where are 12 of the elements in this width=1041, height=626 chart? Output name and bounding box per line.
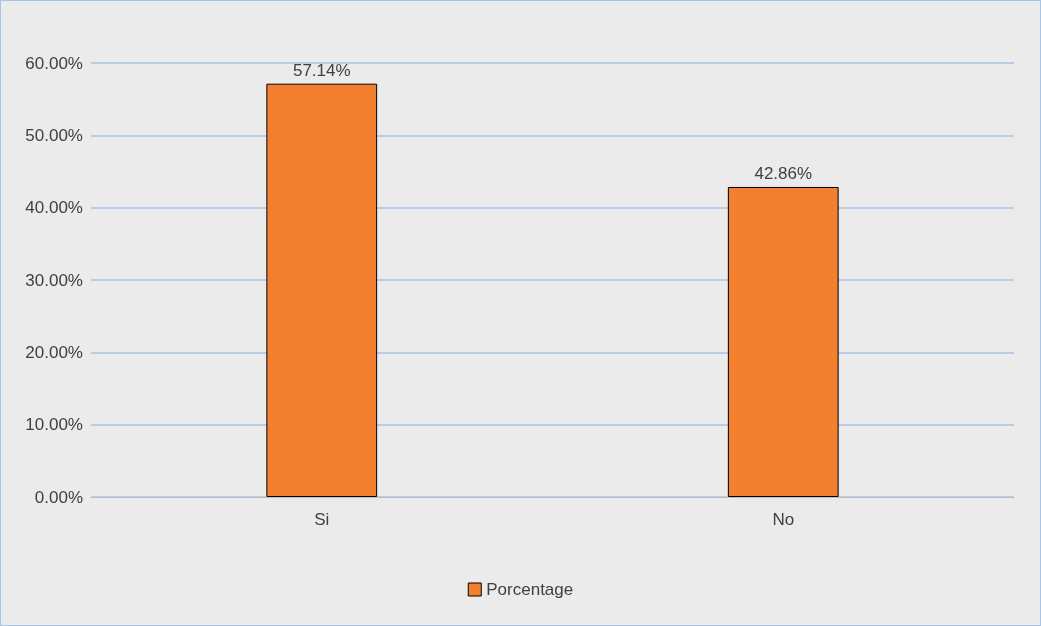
y-tick-label: 10.00% [25, 415, 83, 435]
x-tick-label: No [772, 510, 795, 529]
y-tick-label: 60.00% [25, 53, 83, 73]
x-tick-label: Si [314, 510, 330, 529]
y-tick-label: 50.00% [25, 125, 83, 145]
y-tick-label: 0.00% [34, 487, 83, 507]
y-tick-label: 30.00% [25, 270, 83, 290]
y-tick-label: 20.00% [25, 342, 83, 362]
legend-label: Porcentage [486, 580, 574, 599]
data-label: 42.86% [754, 163, 813, 183]
y-tick-label: 40.00% [25, 198, 83, 218]
data-label: 57.14% [292, 60, 351, 80]
